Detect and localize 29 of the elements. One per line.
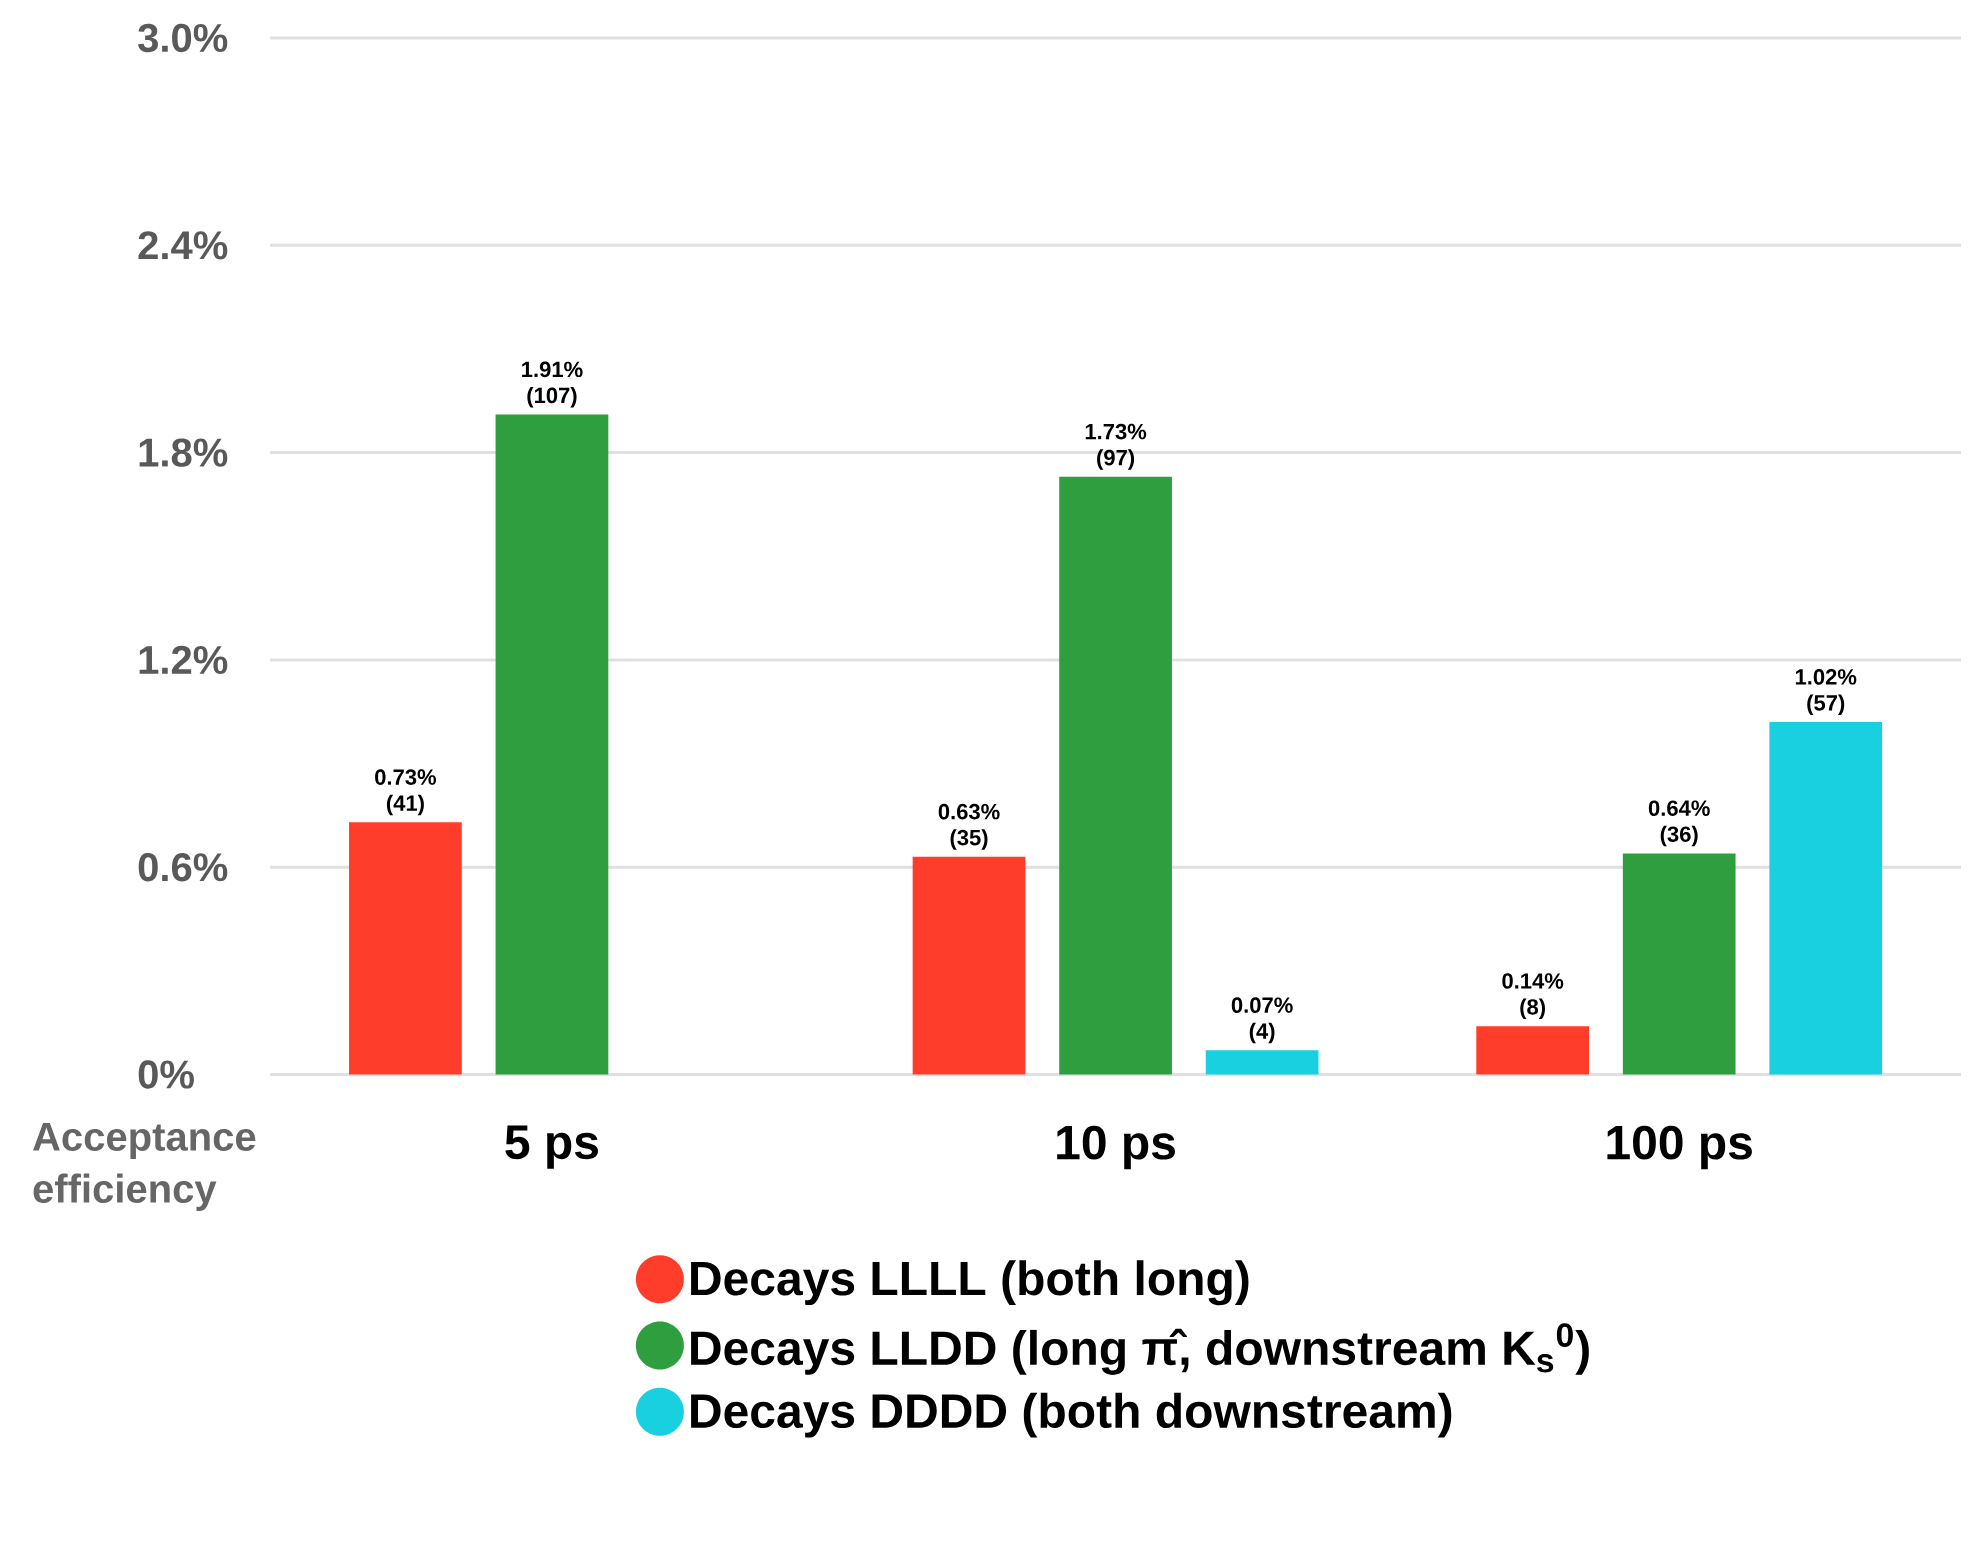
data-label: 1.73% (97) (1085, 423, 1147, 470)
bar (349, 822, 462, 1075)
data-label: 0.14% (8) (1502, 973, 1564, 1020)
data-label: 1.02% (57) (1795, 669, 1857, 716)
y-axis-title: Acceptance efficiency (33, 1123, 256, 1212)
bar (1205, 1050, 1319, 1075)
legend-label: Decays LLLL (both long) (691, 1260, 1249, 1306)
bar (1769, 722, 1883, 1075)
x-tick-label: 10 ps (1057, 1125, 1175, 1170)
x-tick-label: 100 ps (1607, 1125, 1752, 1170)
data-label: 0.64% (36) (1648, 800, 1710, 847)
x-tick-label: 5 ps (505, 1125, 598, 1169)
y-tick-label: 0% (138, 1060, 194, 1089)
legend-label: Decays LLDD (long π̂, downstream K$_{s}$$^{0}$) (691, 1323, 1589, 1375)
y-tick-label: 1.8% (139, 438, 228, 467)
bar (912, 856, 1026, 1075)
bar (1622, 853, 1736, 1075)
y-tick-label: 0.6% (138, 853, 228, 882)
data-label: 0.63% (35) (938, 803, 1000, 850)
data-label: 0.07% (4) (1231, 997, 1293, 1044)
bar (1476, 1026, 1590, 1075)
bar (1059, 476, 1172, 1075)
legend-label: Decays DDDD (both downstream) (691, 1392, 1452, 1438)
data-label: 1.91% (107) (522, 361, 583, 408)
y-tick-label: 2.4% (138, 231, 228, 260)
bar (495, 414, 609, 1075)
y-tick-label: 3.0% (138, 23, 228, 53)
y-tick-label: 1.2% (139, 645, 228, 675)
data-label: 0.73% (41) (375, 769, 437, 816)
